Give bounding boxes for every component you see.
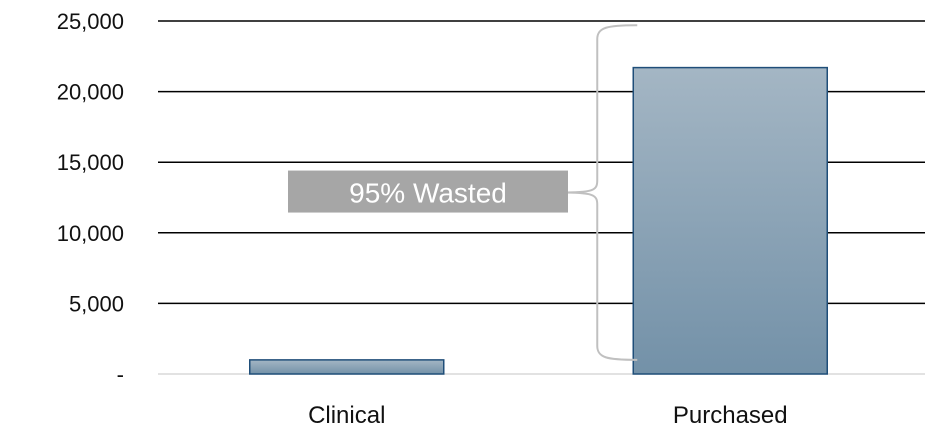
- annotation-box: [288, 170, 568, 213]
- category-label: Purchased: [673, 402, 788, 429]
- y-axis-ticks: - 5,000 10,000 15,000 20,000 25,000: [57, 9, 124, 387]
- x-axis-categories: Clinical Purchased: [308, 402, 788, 429]
- y-tick-label: 20,000: [57, 80, 124, 105]
- y-tick-label: 5,000: [69, 291, 124, 316]
- category-label: Clinical: [308, 402, 385, 429]
- y-tick-label: 25,000: [57, 9, 124, 34]
- bar-clinical: [249, 359, 445, 375]
- y-tick-label: -: [117, 362, 124, 387]
- curly-bracket: [559, 24, 638, 361]
- bar-purchased: [632, 66, 828, 375]
- annotation: 95% Wasted: [288, 24, 638, 361]
- y-tick-label: 15,000: [57, 150, 124, 175]
- y-tick-label: 10,000: [57, 221, 124, 246]
- annotation-label: 95% Wasted: [349, 178, 507, 209]
- bars: [249, 66, 828, 375]
